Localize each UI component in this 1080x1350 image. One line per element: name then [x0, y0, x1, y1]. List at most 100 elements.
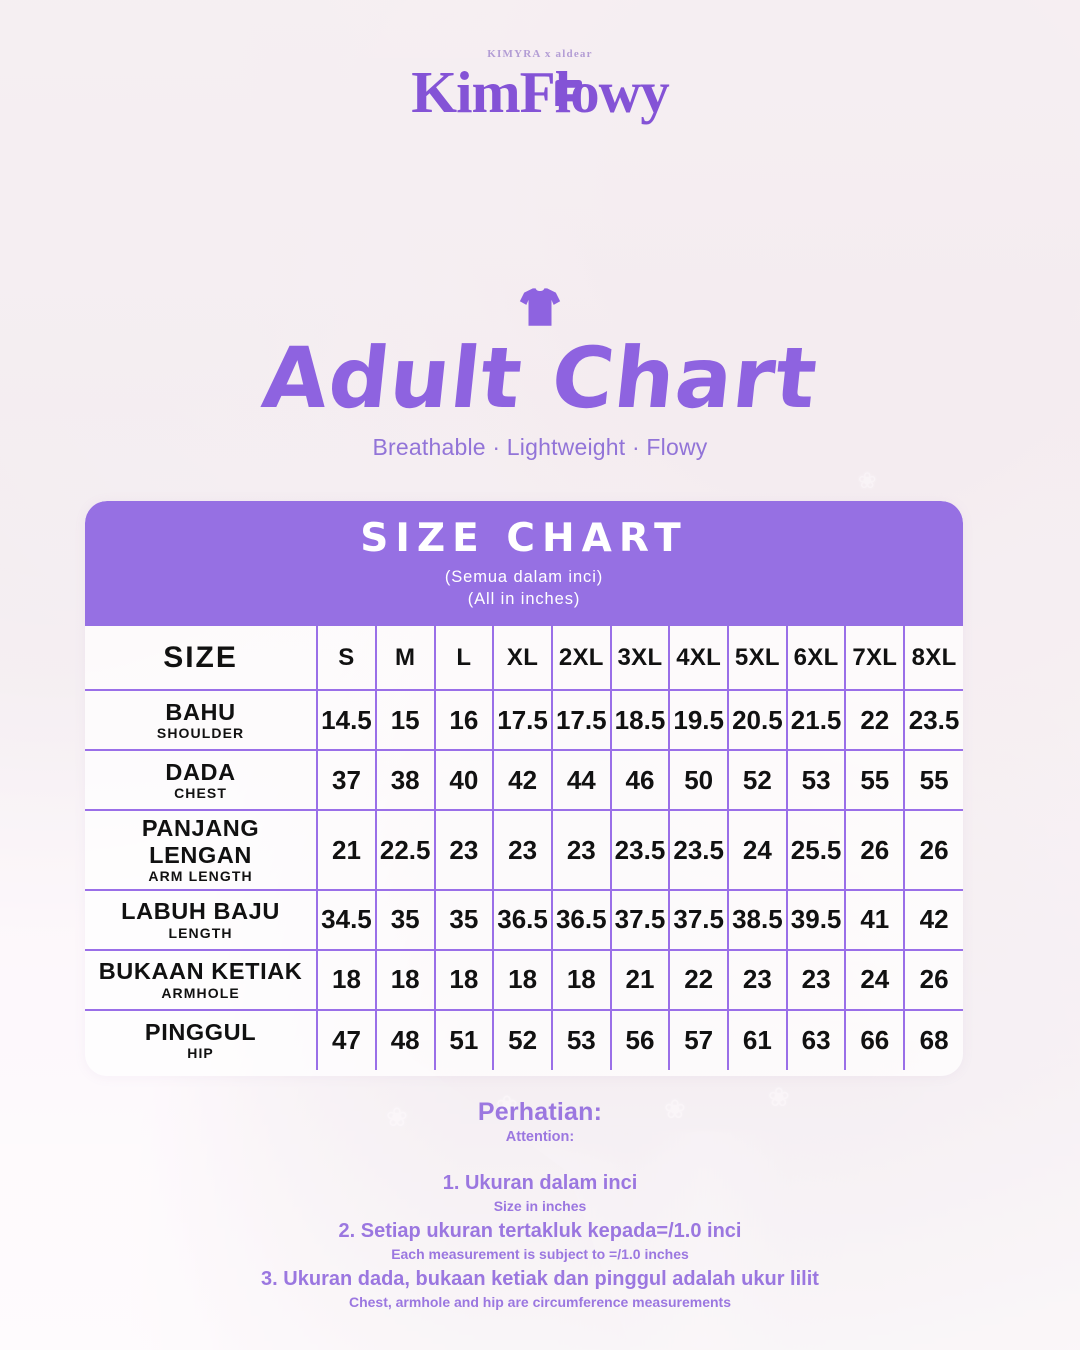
- measurement-value: 51: [433, 1009, 494, 1070]
- measurement-value: 56: [609, 1009, 670, 1070]
- measurement-value: 41: [844, 889, 905, 950]
- size-header-2xl: 2XL: [550, 626, 611, 691]
- notes-list: 1. Ukuran dalam inci Size in inches 2. Set…: [0, 1171, 1080, 1312]
- size-chart-header: SIZE CHART (Semua dalam inci) (All in in…: [85, 501, 963, 627]
- measurement-value: 17.5: [492, 690, 552, 751]
- brand-name-text: KimFlowy: [411, 59, 669, 125]
- measurement-value: 19.5: [668, 690, 729, 751]
- measurement-label-my: BUKAAN KETIAK: [98, 958, 303, 985]
- measurement-label-my: PINGGUL: [144, 1018, 257, 1045]
- size-chart-body: SIZE S M L XL 2XL 3XL 4XL 5XL 6XL 7XL 8XL BAHU SHOU…: [85, 626, 963, 1076]
- measurement-value: 50: [668, 750, 729, 811]
- measurement-label-en: CHEST: [174, 785, 228, 802]
- measurement-value: 36.5: [492, 889, 552, 950]
- measurement-label-en: HIP: [187, 1045, 214, 1062]
- size-header-xl: XL: [492, 626, 552, 691]
- measurement-value: 23: [433, 810, 494, 890]
- measurement-value: 53: [785, 750, 846, 811]
- measurement-label: BUKAAN KETIAK ARMHOLE: [85, 950, 317, 1010]
- measurement-value: 21: [316, 810, 376, 890]
- table-row: LABUH BAJU LENGTH 34.5 35 35 36.5 36.5 37.5 37.5…: [85, 889, 963, 950]
- hero-section: Adult Chart Breathable · Lightweight · F…: [0, 284, 1080, 461]
- size-header-8xl: 8XL: [903, 626, 963, 691]
- size-header-5xl: 5XL: [727, 626, 787, 691]
- measurement-value: 38: [374, 750, 435, 811]
- table-corner-label: SIZE: [163, 640, 238, 674]
- measurement-label-my: BAHU: [165, 698, 236, 725]
- size-chart-card: SIZE CHART (Semua dalam inci) (All in in…: [85, 501, 963, 1076]
- measurement-label-en: SHOULDER: [156, 725, 245, 742]
- measurement-label-en: ARM LENGTH: [148, 868, 253, 885]
- table-body: BAHU SHOULDER 14.5 15 16 17.5 17.5 18.5 19.5 20.5…: [85, 690, 963, 1070]
- measurement-value: 37.5: [668, 889, 729, 950]
- table-row: BAHU SHOULDER 14.5 15 16 17.5 17.5 18.5 19.5 20.5…: [85, 690, 963, 751]
- size-header-m: M: [374, 626, 435, 691]
- measurement-label: DADA CHEST: [85, 750, 317, 810]
- size-chart-heading: SIZE CHART: [360, 516, 688, 561]
- measurement-value: 26: [903, 810, 963, 890]
- measurement-value: 52: [727, 750, 787, 811]
- measurement-label: LABUH BAJU LENGTH: [85, 890, 317, 950]
- measurement-value: 35: [374, 889, 435, 950]
- note-item-my: 1. Ukuran dalam inci: [442, 1172, 638, 1194]
- measurement-value: 47: [316, 1009, 376, 1070]
- measurement-value: 24: [844, 949, 905, 1010]
- measurement-value: 18: [492, 949, 552, 1010]
- measurement-value: 26: [903, 949, 963, 1010]
- attention-notes: Perhatian: Attention: 1. Ukuran dalam in…: [0, 1098, 1080, 1316]
- measurement-label: BAHU SHOULDER: [85, 690, 317, 750]
- measurement-value: 57: [668, 1009, 729, 1070]
- measurements-table: SIZE S M L XL 2XL 3XL 4XL 5XL 6XL 7XL 8XL BAHU SHOU…: [85, 626, 963, 1070]
- tshirt-icon: [519, 288, 561, 326]
- measurement-label-en: ARMHOLE: [161, 984, 240, 1001]
- measurement-value: 18: [433, 949, 494, 1010]
- size-header-6xl: 6XL: [785, 626, 846, 691]
- measurement-value: 18.5: [609, 690, 670, 751]
- measurement-value: 25.5: [785, 810, 846, 890]
- measurement-value: 21: [609, 949, 670, 1010]
- measurement-value: 68: [903, 1009, 963, 1070]
- measurement-value: 14.5: [316, 690, 376, 751]
- table-header-row: SIZE S M L XL 2XL 3XL 4XL 5XL 6XL 7XL 8XL: [85, 626, 963, 691]
- table-row: PINGGUL HIP 47 48 51 52 53 56 57 61 63 66 68: [85, 1009, 963, 1070]
- measurement-value: 48: [374, 1009, 435, 1070]
- hero-tagline: Breathable · Lightweight · Flowy: [372, 434, 708, 460]
- measurement-value: 37.5: [609, 889, 670, 950]
- measurement-value: 23: [550, 810, 611, 890]
- measurement-value: 23: [785, 949, 846, 1010]
- table-row: BUKAAN KETIAK ARMHOLE 18 18 18 18 18 21 22 23 23 24…: [85, 949, 963, 1010]
- measurement-value: 18: [316, 949, 376, 1010]
- measurement-value: 26: [844, 810, 905, 890]
- measurement-value: 23: [727, 949, 787, 1010]
- measurement-label-my: PANJANG LENGAN: [141, 815, 260, 868]
- brand-lockup: KIMYRA x aldear KimFlowy: [0, 48, 1080, 122]
- table-head: SIZE S M L XL 2XL 3XL 4XL 5XL 6XL 7XL 8XL: [85, 626, 963, 691]
- note-item-my: 2. Setiap ukuran tertakluk kepada=/1.0 i…: [338, 1220, 742, 1243]
- measurement-value: 42: [903, 889, 963, 950]
- measurement-value: 23.5: [668, 810, 729, 890]
- measurement-label-my: LABUH BAJU: [121, 898, 280, 925]
- measurement-value: 40: [433, 750, 494, 811]
- size-chart-subtitle: (Semua dalam inci) (All in inches): [85, 566, 963, 611]
- table-row: PANJANG LENGAN ARM LENGTH 21 22.5 23 23 23 23.5…: [85, 810, 963, 890]
- measurement-value: 21.5: [785, 690, 846, 751]
- measurement-value: 52: [492, 1009, 552, 1070]
- measurement-value: 35: [433, 889, 494, 950]
- measurement-value: 22: [844, 690, 905, 751]
- measurement-value: 42: [492, 750, 552, 811]
- measurement-value: 34.5: [316, 889, 376, 950]
- measurement-value: 37: [316, 750, 376, 811]
- note-item-en: Size in inches: [493, 1198, 587, 1214]
- note-item-en: Each measurement is subject to =/1.0 inc…: [391, 1246, 689, 1263]
- size-header-4xl: 4XL: [668, 626, 729, 691]
- note-item-my: 3. Ukuran dada, bukaan ketiak dan pinggu…: [261, 1268, 819, 1291]
- measurement-label-en: LENGTH: [168, 924, 233, 941]
- notes-title-my: Perhatian:: [477, 1098, 603, 1126]
- measurement-label-my: DADA: [165, 758, 236, 785]
- size-header-3xl: 3XL: [609, 626, 670, 691]
- size-header-s: S: [316, 626, 376, 691]
- measurement-value: 39.5: [785, 889, 846, 950]
- note-item-en: Chest, armhole and hip are circumference…: [348, 1294, 732, 1311]
- measurement-value: 24: [727, 810, 787, 890]
- measurement-label: PINGGUL HIP: [85, 1010, 317, 1070]
